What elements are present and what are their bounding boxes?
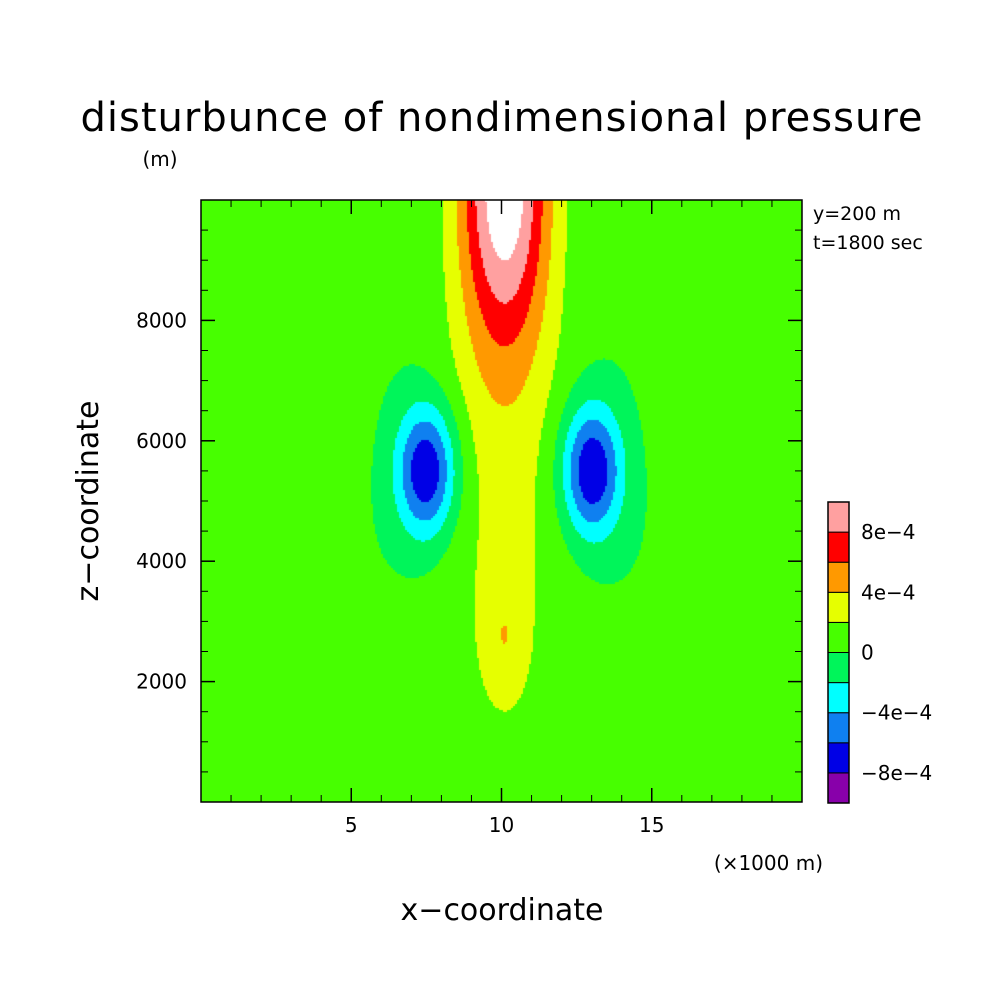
y-axis-title: z−coordinate [71, 401, 106, 602]
legend-frame [827, 501, 850, 804]
x-axis-unit: (×1000 m) [714, 851, 823, 875]
legend-label: −4e−4 [861, 701, 932, 725]
y-tick-label: 2000 [136, 670, 187, 694]
y-tick-label: 4000 [136, 549, 187, 573]
contour-fill [201, 200, 802, 802]
legend-swatch [827, 682, 850, 714]
legend-swatch [827, 772, 850, 804]
legend-swatch [827, 652, 850, 684]
legend-label: 8e−4 [861, 520, 916, 544]
legend-swatch [827, 712, 850, 744]
legend-swatch [827, 501, 850, 533]
color-legend: 8e−4 4e−4 0 −4e−4 −8e−4 [827, 501, 932, 804]
x-axis-title: x−coordinate [401, 893, 604, 928]
x-tick-label: 5 [345, 813, 358, 837]
contour-field [201, 200, 802, 802]
annotation-y: y=200 m [813, 203, 901, 225]
legend-swatch [827, 531, 850, 563]
annotation-t: t=1800 sec [813, 232, 923, 254]
x-tick-label: 10 [489, 813, 514, 837]
axis-ticks: 5 10 15 2000 4000 6000 8000 [136, 200, 802, 837]
y-tick-label: 8000 [136, 308, 187, 332]
legend-swatch [827, 591, 850, 623]
y-tick-label: 6000 [136, 429, 187, 453]
legend-label: −8e−4 [861, 761, 932, 785]
chart-units: (m) [142, 147, 177, 171]
legend-swatch [827, 742, 850, 774]
legend-swatch [827, 621, 850, 654]
legend-swatch [827, 561, 850, 593]
legend-label: 0 [861, 641, 874, 665]
chart-title: disturbunce of nondimensional pressure [81, 95, 924, 141]
x-tick-label: 15 [639, 813, 664, 837]
legend-label: 4e−4 [861, 580, 916, 604]
